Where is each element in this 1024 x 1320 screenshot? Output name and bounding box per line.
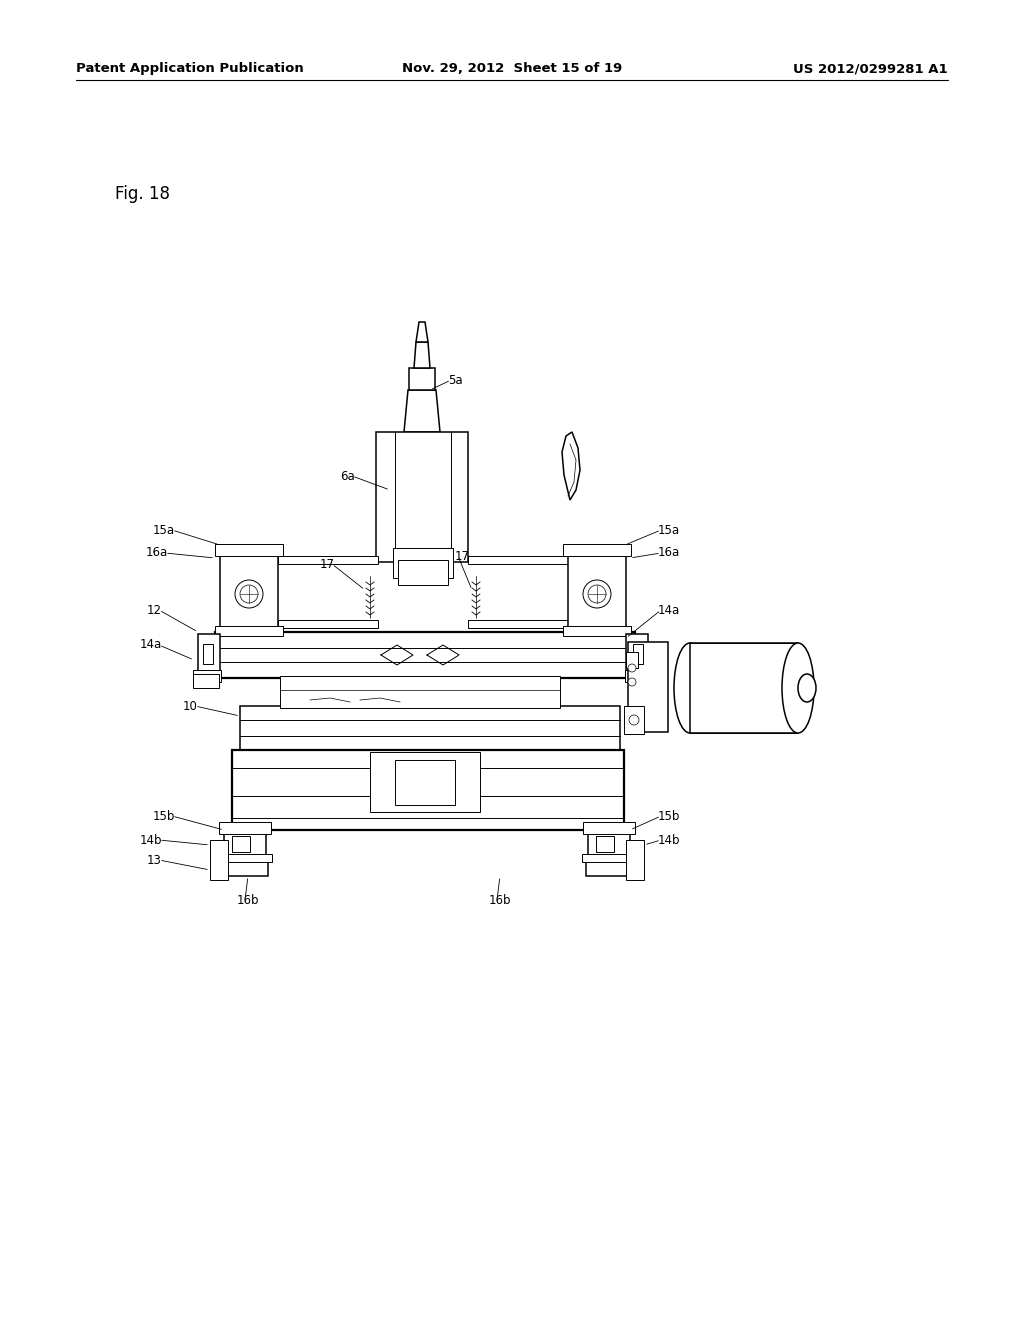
Text: 14b: 14b [139, 833, 162, 846]
Bar [588, 828, 630, 861]
Bar [220, 550, 278, 630]
Bar [398, 560, 449, 585]
Text: 14b: 14b [658, 833, 681, 846]
Bar [218, 854, 272, 862]
Bar [468, 620, 568, 628]
Bar [198, 634, 220, 676]
Bar [626, 840, 644, 880]
Bar [626, 652, 638, 668]
Circle shape [629, 715, 639, 725]
Bar [690, 643, 798, 733]
Bar [624, 706, 644, 734]
Bar [583, 822, 635, 834]
Text: 15a: 15a [153, 524, 175, 536]
Bar [278, 620, 378, 628]
Bar [215, 632, 635, 678]
Text: 10: 10 [183, 700, 198, 713]
Polygon shape [404, 389, 440, 432]
Text: 6a: 6a [340, 470, 355, 483]
Bar [222, 858, 268, 876]
Text: 14a: 14a [658, 603, 680, 616]
Ellipse shape [782, 643, 814, 733]
Bar [203, 644, 213, 664]
Bar [626, 634, 648, 676]
Bar [280, 676, 560, 708]
Bar [568, 550, 626, 630]
Circle shape [628, 664, 636, 672]
Bar [370, 752, 480, 812]
Text: 12: 12 [147, 603, 162, 616]
Bar [628, 642, 668, 733]
Bar [193, 675, 219, 688]
Bar [582, 854, 636, 862]
Circle shape [583, 579, 611, 609]
Text: Fig. 18: Fig. 18 [115, 185, 170, 203]
Polygon shape [409, 368, 435, 389]
Text: 13: 13 [147, 854, 162, 866]
Text: 16b: 16b [237, 894, 259, 907]
Bar [586, 858, 632, 876]
Bar [215, 626, 283, 636]
Circle shape [588, 585, 606, 603]
Bar [563, 626, 631, 636]
Bar [215, 544, 283, 556]
Bar [596, 836, 614, 851]
Polygon shape [414, 342, 430, 368]
Circle shape [628, 678, 636, 686]
Text: 16a: 16a [658, 546, 680, 560]
Bar [633, 644, 643, 664]
Bar [210, 840, 228, 880]
Circle shape [240, 585, 258, 603]
Bar [278, 556, 378, 564]
Polygon shape [562, 432, 580, 500]
Polygon shape [416, 322, 428, 342]
Text: Nov. 29, 2012  Sheet 15 of 19: Nov. 29, 2012 Sheet 15 of 19 [401, 62, 623, 75]
Text: 17: 17 [319, 557, 335, 570]
Text: 16b: 16b [488, 894, 511, 907]
Bar [468, 556, 568, 564]
Bar [395, 760, 455, 805]
Text: Patent Application Publication: Patent Application Publication [76, 62, 304, 75]
Text: 15b: 15b [153, 809, 175, 822]
Bar [240, 706, 620, 756]
Text: 15a: 15a [658, 524, 680, 536]
Text: 5a: 5a [449, 374, 463, 387]
Bar [232, 836, 250, 851]
Bar [393, 548, 453, 578]
Ellipse shape [674, 643, 706, 733]
Ellipse shape [798, 675, 816, 702]
Bar [232, 750, 624, 830]
Text: 14a: 14a [139, 639, 162, 652]
Text: 17: 17 [455, 549, 470, 562]
Circle shape [234, 579, 263, 609]
Text: 15b: 15b [658, 809, 680, 822]
Text: 16a: 16a [145, 546, 168, 560]
Bar [224, 828, 266, 861]
Bar [563, 544, 631, 556]
Bar [376, 432, 468, 562]
Bar [625, 671, 653, 682]
Bar [219, 822, 271, 834]
Bar [193, 671, 221, 682]
Text: US 2012/0299281 A1: US 2012/0299281 A1 [794, 62, 948, 75]
